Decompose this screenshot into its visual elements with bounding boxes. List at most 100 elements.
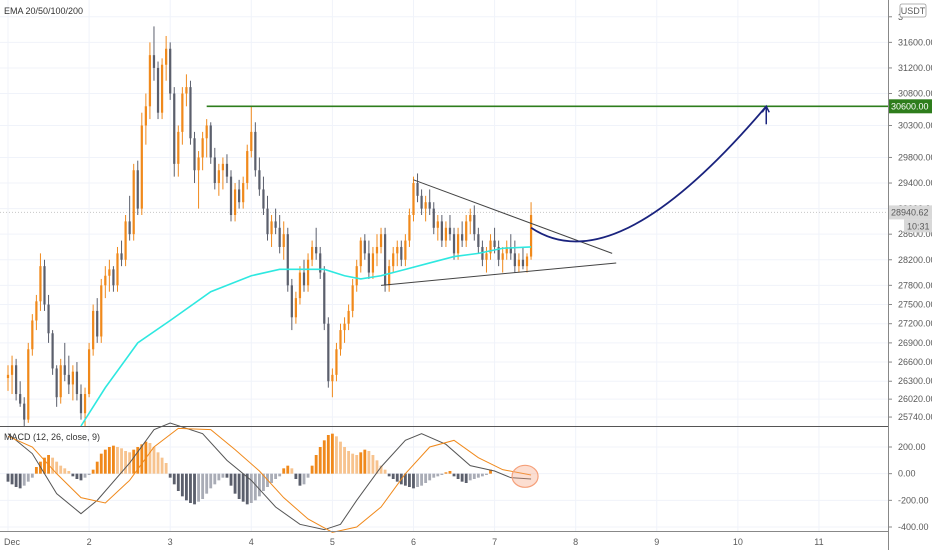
candle[interactable]	[424, 195, 427, 222]
ema-line[interactable]	[80, 246, 532, 427]
candle[interactable]	[152, 26, 156, 81]
candle[interactable]	[108, 259, 111, 292]
candle[interactable]	[298, 266, 302, 305]
candle[interactable]	[404, 234, 407, 267]
candle[interactable]	[262, 176, 265, 215]
candle[interactable]	[213, 147, 216, 190]
candle[interactable]	[205, 119, 208, 158]
triangle-lower-trendline[interactable]	[380, 262, 617, 286]
candle[interactable]	[440, 215, 443, 247]
candle[interactable]	[412, 176, 415, 222]
candle[interactable]	[116, 246, 119, 292]
candle[interactable]	[294, 291, 298, 324]
candle[interactable]	[428, 189, 431, 215]
candle[interactable]	[525, 253, 529, 273]
candle[interactable]	[513, 240, 516, 273]
candle[interactable]	[355, 259, 358, 292]
candle[interactable]	[270, 215, 273, 247]
candle[interactable]	[509, 234, 512, 260]
macd-highlight-circle[interactable]	[511, 464, 539, 488]
candle[interactable]	[233, 183, 237, 222]
candle[interactable]	[229, 170, 233, 222]
candle[interactable]	[469, 208, 472, 235]
candle[interactable]	[315, 227, 318, 260]
time-axis[interactable]: Dec 2 3 4 5 6 7 8 9 10 11	[4, 537, 824, 547]
candle[interactable]	[193, 131, 196, 184]
candle[interactable]	[379, 227, 383, 254]
candle[interactable]	[323, 266, 326, 331]
candle[interactable]	[497, 240, 500, 267]
candle[interactable]	[100, 278, 103, 343]
candle[interactable]	[493, 227, 496, 254]
candle[interactable]	[319, 246, 322, 279]
candle[interactable]	[242, 176, 245, 209]
candle[interactable]	[185, 74, 188, 107]
candle[interactable]	[238, 179, 241, 209]
candle[interactable]	[339, 323, 342, 356]
candle[interactable]	[266, 195, 269, 241]
candle[interactable]	[351, 278, 354, 318]
candle[interactable]	[96, 298, 99, 343]
ema-indicator-label[interactable]: EMA 20/50/100/200	[4, 6, 83, 16]
candle[interactable]	[165, 35, 168, 81]
resistance-price-tag[interactable]: 30600.00	[889, 99, 932, 114]
candle[interactable]	[347, 304, 350, 331]
macd-line[interactable]	[7, 422, 532, 531]
candle[interactable]	[75, 362, 79, 401]
candle[interactable]	[477, 227, 480, 254]
candle[interactable]	[396, 240, 399, 267]
candle[interactable]	[290, 278, 293, 331]
candle[interactable]	[359, 237, 362, 273]
candle[interactable]	[132, 163, 135, 241]
candle[interactable]	[302, 259, 306, 292]
candle[interactable]	[67, 355, 70, 395]
candle[interactable]	[92, 304, 95, 356]
candle[interactable]	[10, 355, 14, 395]
candle[interactable]	[156, 61, 160, 120]
last-price-tag[interactable]: 28940.62 10:31	[889, 205, 932, 233]
candle[interactable]	[39, 253, 42, 311]
candle[interactable]	[120, 240, 123, 267]
candle[interactable]	[250, 106, 253, 158]
candle[interactable]	[416, 173, 419, 203]
candle[interactable]	[87, 342, 91, 398]
candle[interactable]	[436, 215, 439, 241]
candle[interactable]	[47, 294, 50, 343]
candle[interactable]	[59, 358, 62, 404]
candle[interactable]	[14, 358, 18, 401]
candle[interactable]	[444, 221, 448, 247]
candle[interactable]	[104, 266, 107, 299]
candle[interactable]	[173, 87, 176, 177]
candle[interactable]	[51, 330, 54, 375]
candle[interactable]	[144, 93, 147, 145]
candle[interactable]	[136, 160, 139, 215]
candle[interactable]	[375, 234, 379, 267]
candle[interactable]	[286, 227, 289, 292]
candle[interactable]	[189, 80, 192, 145]
candle[interactable]	[177, 125, 180, 177]
macd-axis[interactable]: 200.00 0.00 -200.00 -400.00	[888, 442, 929, 532]
candle[interactable]	[363, 234, 366, 260]
candle[interactable]	[23, 397, 26, 426]
price-panel[interactable]	[0, 26, 888, 427]
candle[interactable]	[521, 246, 525, 270]
candle[interactable]	[274, 208, 277, 235]
candle[interactable]	[181, 87, 184, 145]
candle[interactable]	[452, 227, 456, 260]
candle[interactable]	[331, 368, 334, 398]
candle[interactable]	[371, 246, 375, 279]
candle[interactable]	[306, 253, 310, 292]
candle[interactable]	[501, 246, 504, 273]
candle[interactable]	[529, 202, 533, 260]
candle[interactable]	[148, 42, 152, 120]
candle[interactable]	[432, 202, 435, 235]
macd-panel[interactable]	[6, 422, 539, 533]
candle[interactable]	[388, 259, 391, 292]
candle[interactable]	[258, 157, 261, 196]
candle[interactable]	[456, 227, 460, 260]
candle[interactable]	[367, 240, 370, 279]
candle[interactable]	[217, 163, 220, 196]
candle[interactable]	[169, 42, 172, 100]
candle[interactable]	[19, 381, 22, 407]
